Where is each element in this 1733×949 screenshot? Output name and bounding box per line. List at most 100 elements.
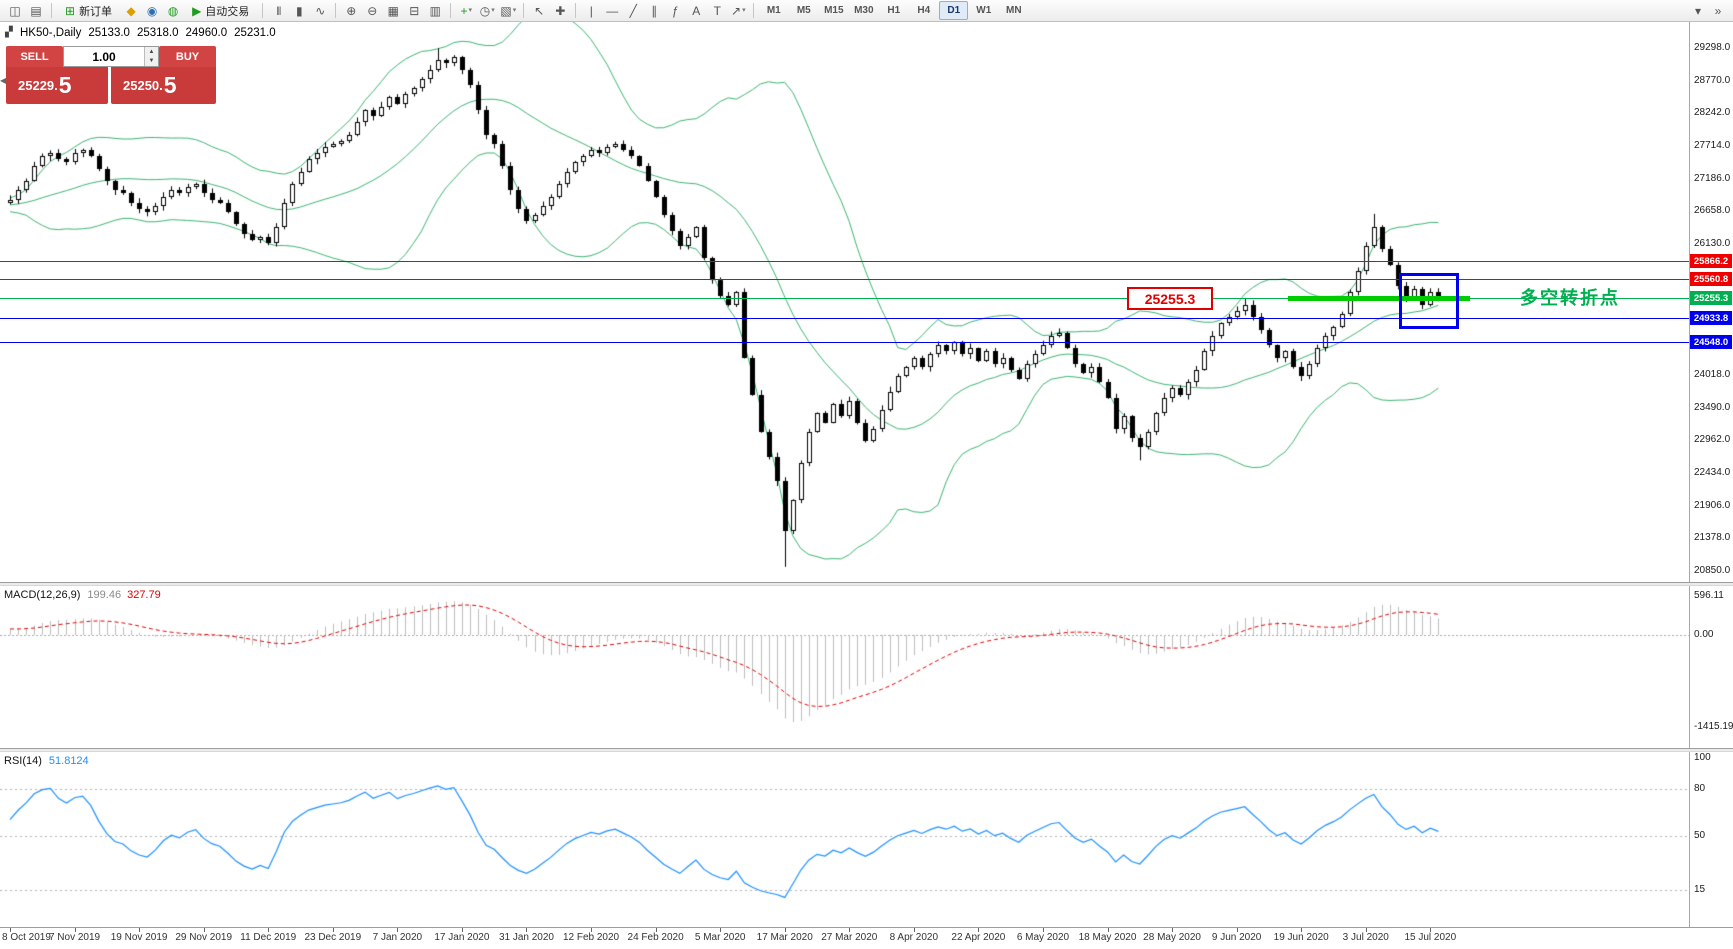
date-tick (333, 928, 334, 932)
buy-price-button[interactable]: 25250. 5 (111, 67, 216, 104)
date-tick (10, 928, 11, 932)
date-label: 8 Apr 2020 (889, 932, 939, 943)
macd-value-signal: 327.79 (127, 589, 161, 601)
date-tick (591, 928, 592, 932)
date-label: 6 May 2020 (1016, 932, 1070, 943)
price-tick-label: 26130.0 (1694, 238, 1731, 249)
new-order-icon: ⊞ (65, 3, 76, 18)
volume-up-button[interactable]: ▲ (145, 47, 158, 57)
hline-resistance-2[interactable] (0, 279, 1689, 280)
chart-icon: ▞ (5, 27, 13, 38)
price-tick-label: 28242.0 (1694, 107, 1731, 118)
toolbar-overflow-icon[interactable]: » (1714, 3, 1722, 18)
annotation-note-text[interactable]: 多空转折点 (1520, 288, 1620, 308)
timeframe-mn-button[interactable]: MN (1006, 5, 1022, 16)
indicators-icon[interactable]: + ▾ (456, 2, 476, 20)
date-tick (849, 928, 850, 932)
data-window-icon[interactable]: ▥ (429, 3, 441, 18)
community-icon[interactable]: ◉ (146, 3, 158, 18)
profiles-icon[interactable]: ▤ (30, 3, 42, 18)
text-label-icon[interactable]: T (713, 3, 721, 18)
autotrading-play-icon: ▶ (192, 3, 202, 18)
sell-button[interactable]: SELL (6, 46, 63, 67)
date-tick (656, 928, 657, 932)
date-label: 9 Jun 2020 (1211, 932, 1262, 943)
sell-price-button[interactable]: 25229. 5 (6, 67, 108, 104)
line-chart-icon[interactable]: ∿ (315, 3, 326, 18)
templates-icon[interactable]: ▧ ▾ (498, 2, 518, 20)
navigator-icon[interactable]: ⊟ (409, 3, 420, 18)
pivot-price-callout[interactable]: 25255.3 (1127, 287, 1213, 310)
timeframe-m30-button[interactable]: M30 (854, 5, 874, 16)
date-label: 19 Jun 2020 (1273, 932, 1329, 943)
rsi-tick-label: 80 (1694, 783, 1706, 794)
channel-icon[interactable]: ∥ (651, 3, 658, 18)
fibonacci-icon[interactable]: ƒ (671, 3, 679, 18)
new-chart-icon[interactable]: ◫ (9, 3, 21, 18)
date-label: 12 Feb 2020 (562, 932, 620, 943)
timeframe-d1-button[interactable]: D1 (939, 1, 969, 20)
pane-splitter[interactable] (0, 748, 1733, 752)
date-axis[interactable] (0, 927, 1733, 949)
bar-chart-icon[interactable]: ||| (276, 5, 281, 15)
toolbar-customize-icon[interactable]: ▾ (1694, 3, 1702, 18)
tile-windows-icon[interactable]: ▦ (387, 3, 399, 18)
zoom-out-icon[interactable]: ⊖ (367, 3, 378, 18)
timeframe-m5-button[interactable]: M5 (796, 5, 811, 16)
rsi-canvas[interactable] (0, 752, 1689, 927)
main-chart-canvas[interactable] (0, 22, 1689, 582)
zoom-in-icon[interactable]: ⊕ (346, 3, 357, 18)
text-icon[interactable]: A (692, 3, 701, 18)
timeframe-w1-button[interactable]: W1 (976, 5, 992, 16)
pane-splitter[interactable] (0, 582, 1733, 586)
toolbar-separator (575, 3, 577, 18)
macd-canvas[interactable] (0, 586, 1689, 748)
crosshair-icon[interactable]: ✚ (555, 3, 566, 18)
symbol-period-label: HK50-,Daily (20, 27, 82, 39)
volume-down-button[interactable]: ▼ (145, 56, 158, 66)
toolbar-separator (753, 3, 755, 18)
hline-pivot[interactable] (0, 298, 1689, 299)
price-tick-label: 22962.0 (1694, 434, 1731, 445)
volume-spinner: ▲ ▼ (144, 47, 158, 66)
horizontal-line-icon[interactable]: — (606, 3, 619, 18)
pivot-thick-line[interactable] (1288, 296, 1470, 301)
date-label: 29 Nov 2019 (175, 932, 233, 943)
date-label: 8 Oct 2019 (2, 932, 51, 943)
metaeditor-icon[interactable]: ◆ (126, 3, 136, 18)
buy-price-big: 5 (163, 72, 177, 98)
highlight-box[interactable] (1399, 273, 1459, 329)
autotrading-button[interactable]: ▶ 自动交易 (184, 2, 257, 20)
one-click-trading-panel: SELL ▲ ▼ BUY 25229.5 25250.5 (6, 46, 216, 104)
date-tick (462, 928, 463, 932)
date-tick (139, 928, 140, 932)
ohlc-open: 25133.0 (88, 27, 130, 39)
hline-support-2[interactable] (0, 342, 1689, 343)
one-click-collapse-icon[interactable]: ◀ (0, 76, 7, 85)
candlestick-chart-icon[interactable]: ▮ (295, 3, 303, 18)
trendline-icon[interactable]: ╱ (629, 3, 637, 18)
dropdown-caret-icon: ▾ (468, 7, 473, 14)
timeframe-m1-button[interactable]: M1 (766, 5, 781, 16)
volume-input[interactable] (64, 48, 144, 65)
vertical-line-icon[interactable]: | (589, 3, 593, 18)
dropdown-caret-icon: ▾ (491, 7, 495, 14)
hline-resistance-1[interactable] (0, 261, 1689, 262)
periods-icon[interactable]: ◷ ▾ (477, 2, 497, 20)
buy-button[interactable]: BUY (159, 46, 216, 67)
timeframe-h4-button[interactable]: H4 (917, 5, 931, 16)
arrows-icon[interactable]: ↗ ▾ (728, 2, 748, 20)
hline-support-1[interactable] (0, 318, 1689, 319)
timeframe-h1-button[interactable]: H1 (887, 5, 901, 16)
price-tick-label: 22434.0 (1694, 467, 1731, 478)
rsi-tick-label: 100 (1694, 752, 1711, 763)
new-order-button[interactable]: ⊞ 新订单 (57, 2, 120, 20)
toolbar-separator (262, 3, 264, 18)
dropdown-caret-icon: ▾ (512, 7, 517, 14)
timeframe-m15-button[interactable]: M15 (824, 5, 844, 16)
cursor-icon[interactable]: ↖ (534, 3, 545, 18)
date-tick (1108, 928, 1109, 932)
market-icon[interactable]: ◍ (167, 3, 179, 18)
